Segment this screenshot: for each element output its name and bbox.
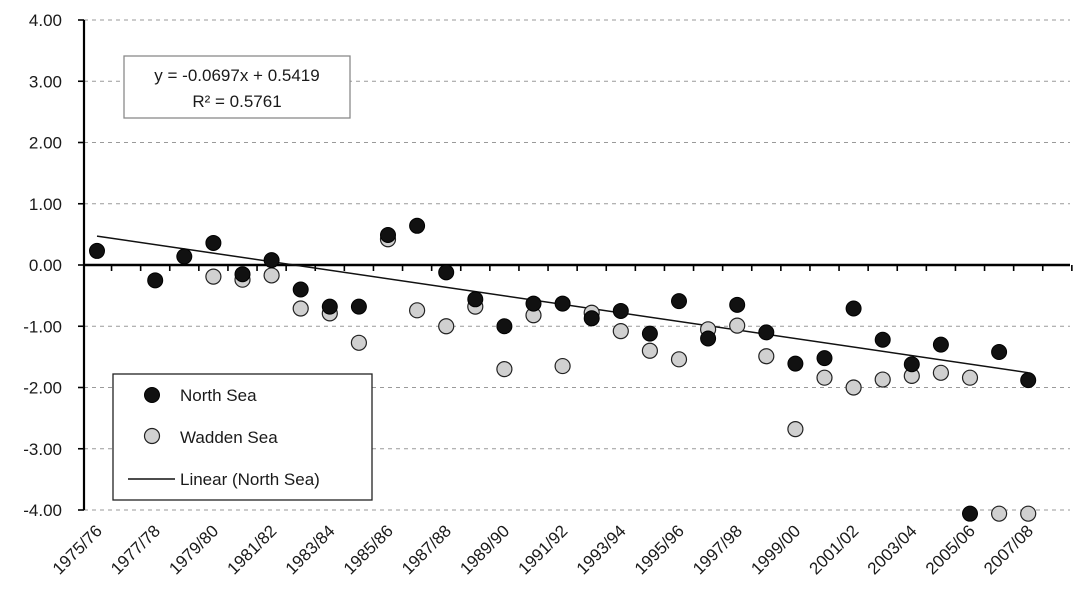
wadden-sea-point — [263, 267, 280, 284]
wadden-sea-point — [990, 505, 1008, 522]
x-tick-label: 1975/76 — [49, 521, 106, 578]
wadden-sea-point — [758, 348, 775, 365]
y-tick-label: 2.00 — [29, 134, 62, 153]
wadden-sea-point — [729, 317, 746, 334]
x-tick-label: 1983/84 — [282, 521, 339, 578]
north-sea-point — [787, 355, 804, 372]
wadden-sea-point — [961, 369, 979, 386]
north-sea-point — [380, 226, 396, 243]
north-sea-point — [729, 296, 746, 313]
north-sea-point — [525, 295, 542, 312]
x-tick-label: 2007/08 — [980, 521, 1037, 578]
x-tick-label: 1997/98 — [689, 521, 746, 578]
x-tick-label: 1995/96 — [631, 521, 688, 578]
north-sea-point — [845, 300, 862, 317]
legend-label-linear: Linear (North Sea) — [180, 470, 320, 489]
x-tick-label: 1993/94 — [573, 521, 630, 578]
x-tick-label: 2003/04 — [864, 521, 921, 578]
x-tick-label: 1985/86 — [340, 521, 397, 578]
x-tick-label: 1987/88 — [398, 521, 455, 578]
y-tick-label: 0.00 — [29, 256, 62, 275]
data-points — [89, 217, 1037, 522]
x-tick-labels: 1975/76 1977/78 1979/80 1981/82 1983/84 1985/… — [49, 521, 1037, 578]
axes — [78, 19, 1073, 511]
north-sea-point — [292, 281, 309, 298]
north-sea-point — [991, 343, 1008, 360]
wadden-sea-point — [874, 371, 891, 388]
north-sea-point — [758, 324, 775, 341]
y-tick-label: -1.00 — [23, 317, 62, 336]
wadden-sea-point — [787, 421, 804, 438]
wadden-sea-point — [932, 364, 950, 381]
y-tick-label: -3.00 — [23, 440, 62, 459]
y-tick-labels: 4.00 3.00 2.00 1.00 0.00 -1.00 -2.00 -3.00 -4.00 — [23, 11, 62, 520]
wadden-sea-point — [612, 323, 629, 340]
x-tick-label: 1981/82 — [224, 521, 281, 578]
x-tick-label: 1977/78 — [107, 521, 164, 578]
wadden-sea-point — [292, 300, 309, 317]
wadden-sea-point — [496, 361, 513, 378]
x-tick-label: 1999/00 — [747, 521, 804, 578]
legend-label-wadden-sea: Wadden Sea — [180, 428, 278, 447]
north-sea-point — [932, 336, 949, 353]
north-sea-point — [700, 330, 717, 347]
legend: North Sea Wadden Sea Linear (North Sea) — [112, 373, 373, 501]
north-sea-point — [874, 331, 891, 348]
wadden-sea-point — [816, 369, 833, 386]
north-sea-point — [205, 234, 222, 251]
north-sea-point — [147, 272, 164, 289]
x-tick-label: 2001/02 — [806, 521, 863, 578]
wadden-sea-point — [641, 342, 659, 359]
north-sea-point — [962, 505, 978, 522]
wadden-sea-point — [409, 302, 426, 319]
north-sea-point — [409, 217, 426, 234]
north-sea-point — [496, 318, 513, 335]
wadden-sea-point — [350, 334, 367, 351]
wadden-sea-point — [845, 379, 862, 396]
x-tick-label: 1989/90 — [456, 521, 513, 578]
wadden-sea-point — [670, 351, 688, 368]
north-sea-point — [583, 310, 600, 327]
legend-label-north-sea: North Sea — [180, 386, 257, 405]
equation-box: y = -0.0697x + 0.5419 R² = 0.5761 — [123, 55, 351, 119]
north-sea-point — [816, 350, 833, 367]
north-sea-point — [438, 264, 455, 281]
north-sea-point — [176, 248, 193, 265]
north-sea-point — [350, 298, 367, 315]
north-sea-point — [263, 252, 280, 269]
y-tick-label: 4.00 — [29, 11, 62, 30]
y-tick-label: -2.00 — [23, 379, 62, 398]
north-sea-point — [467, 291, 484, 308]
x-tick-label: 1991/92 — [515, 521, 572, 578]
y-tick-label: 3.00 — [29, 72, 62, 91]
north-sea-point — [903, 356, 920, 373]
wadden-sea-point — [205, 268, 222, 285]
y-tick-label: 1.00 — [29, 195, 62, 214]
wadden-sea-point — [554, 357, 571, 375]
legend-marker-wadden-sea — [143, 427, 161, 445]
north-sea-point — [641, 325, 658, 342]
x-tick-label: 1979/80 — [165, 521, 222, 578]
north-sea-point — [554, 295, 571, 312]
north-sea-point — [612, 302, 629, 319]
wadden-sea-point — [1020, 505, 1037, 522]
legend-marker-north-sea — [144, 387, 160, 403]
north-sea-point — [89, 242, 105, 259]
trendline-equation: y = -0.0697x + 0.5419 — [154, 66, 319, 85]
north-sea-point — [321, 298, 338, 315]
north-sea-point — [234, 266, 251, 283]
north-sea-point — [1020, 372, 1037, 389]
wadden-sea-point — [438, 318, 455, 335]
north-sea-point — [671, 293, 687, 310]
y-tick-label: -4.00 — [23, 501, 62, 520]
x-tick-label: 2005/06 — [922, 521, 979, 578]
trendline-r-squared: R² = 0.5761 — [192, 92, 281, 111]
